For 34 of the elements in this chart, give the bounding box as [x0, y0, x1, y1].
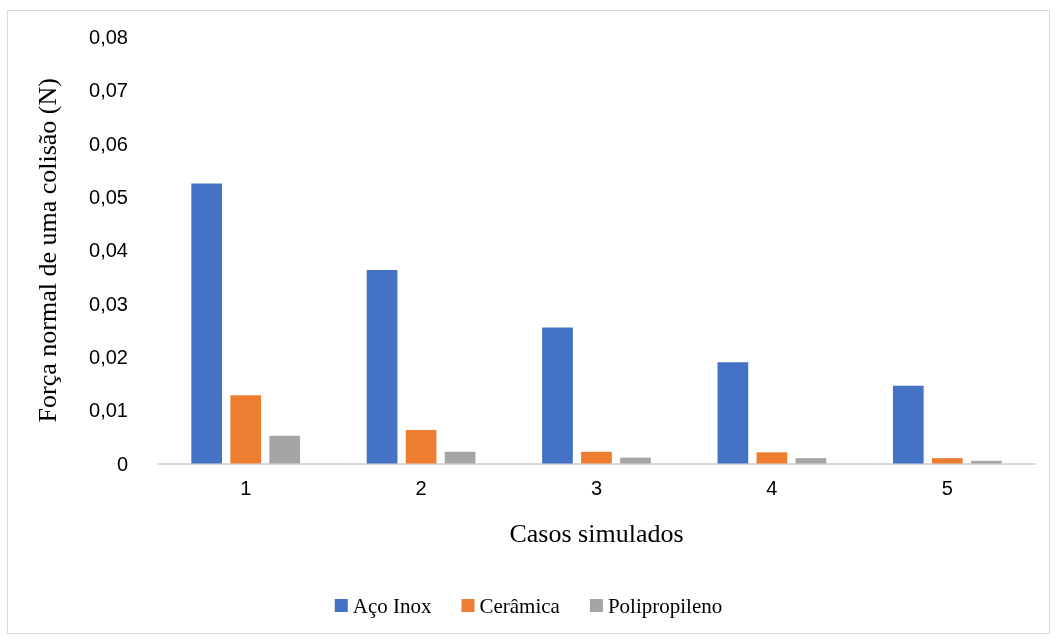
bar: [892, 385, 924, 464]
bar: [366, 269, 398, 464]
y-tick-label: 0,05: [89, 185, 128, 208]
y-tick-label: 0,08: [89, 26, 128, 48]
x-tick-label: 1: [240, 476, 252, 499]
y-tick-label: 0,02: [89, 345, 128, 368]
bar: [717, 362, 749, 464]
bar: [970, 460, 1002, 464]
x-tick-label: 4: [766, 476, 778, 499]
y-tick-label: 0,07: [89, 79, 128, 102]
y-tick-label: 0,06: [89, 132, 128, 155]
bar: [405, 429, 437, 464]
bar: [542, 327, 573, 464]
bar: [191, 183, 223, 464]
bar: [620, 457, 651, 464]
bar: [756, 452, 788, 464]
legend-label: Polipropileno: [607, 593, 723, 618]
y-axis-title: Força normal de uma colisão (N): [32, 78, 62, 423]
bar: [269, 435, 301, 464]
bar: [230, 395, 262, 464]
y-tick-label: 0,03: [89, 292, 128, 315]
y-tick-label: 0: [116, 452, 128, 475]
bar: [931, 458, 963, 464]
bar: [444, 451, 476, 464]
bar: [795, 458, 827, 464]
x-axis-title: Casos simulados: [509, 519, 684, 548]
y-tick-label: 0,01: [89, 399, 128, 422]
x-tick-label: 2: [415, 476, 427, 499]
x-tick-label: 3: [590, 476, 603, 499]
bar: [581, 451, 612, 464]
y-tick-label: 0,04: [89, 239, 128, 262]
x-tick-label: 5: [941, 476, 953, 499]
legend-label: Cerâmica: [479, 593, 561, 618]
legend-label: Aço Inox: [352, 593, 432, 618]
